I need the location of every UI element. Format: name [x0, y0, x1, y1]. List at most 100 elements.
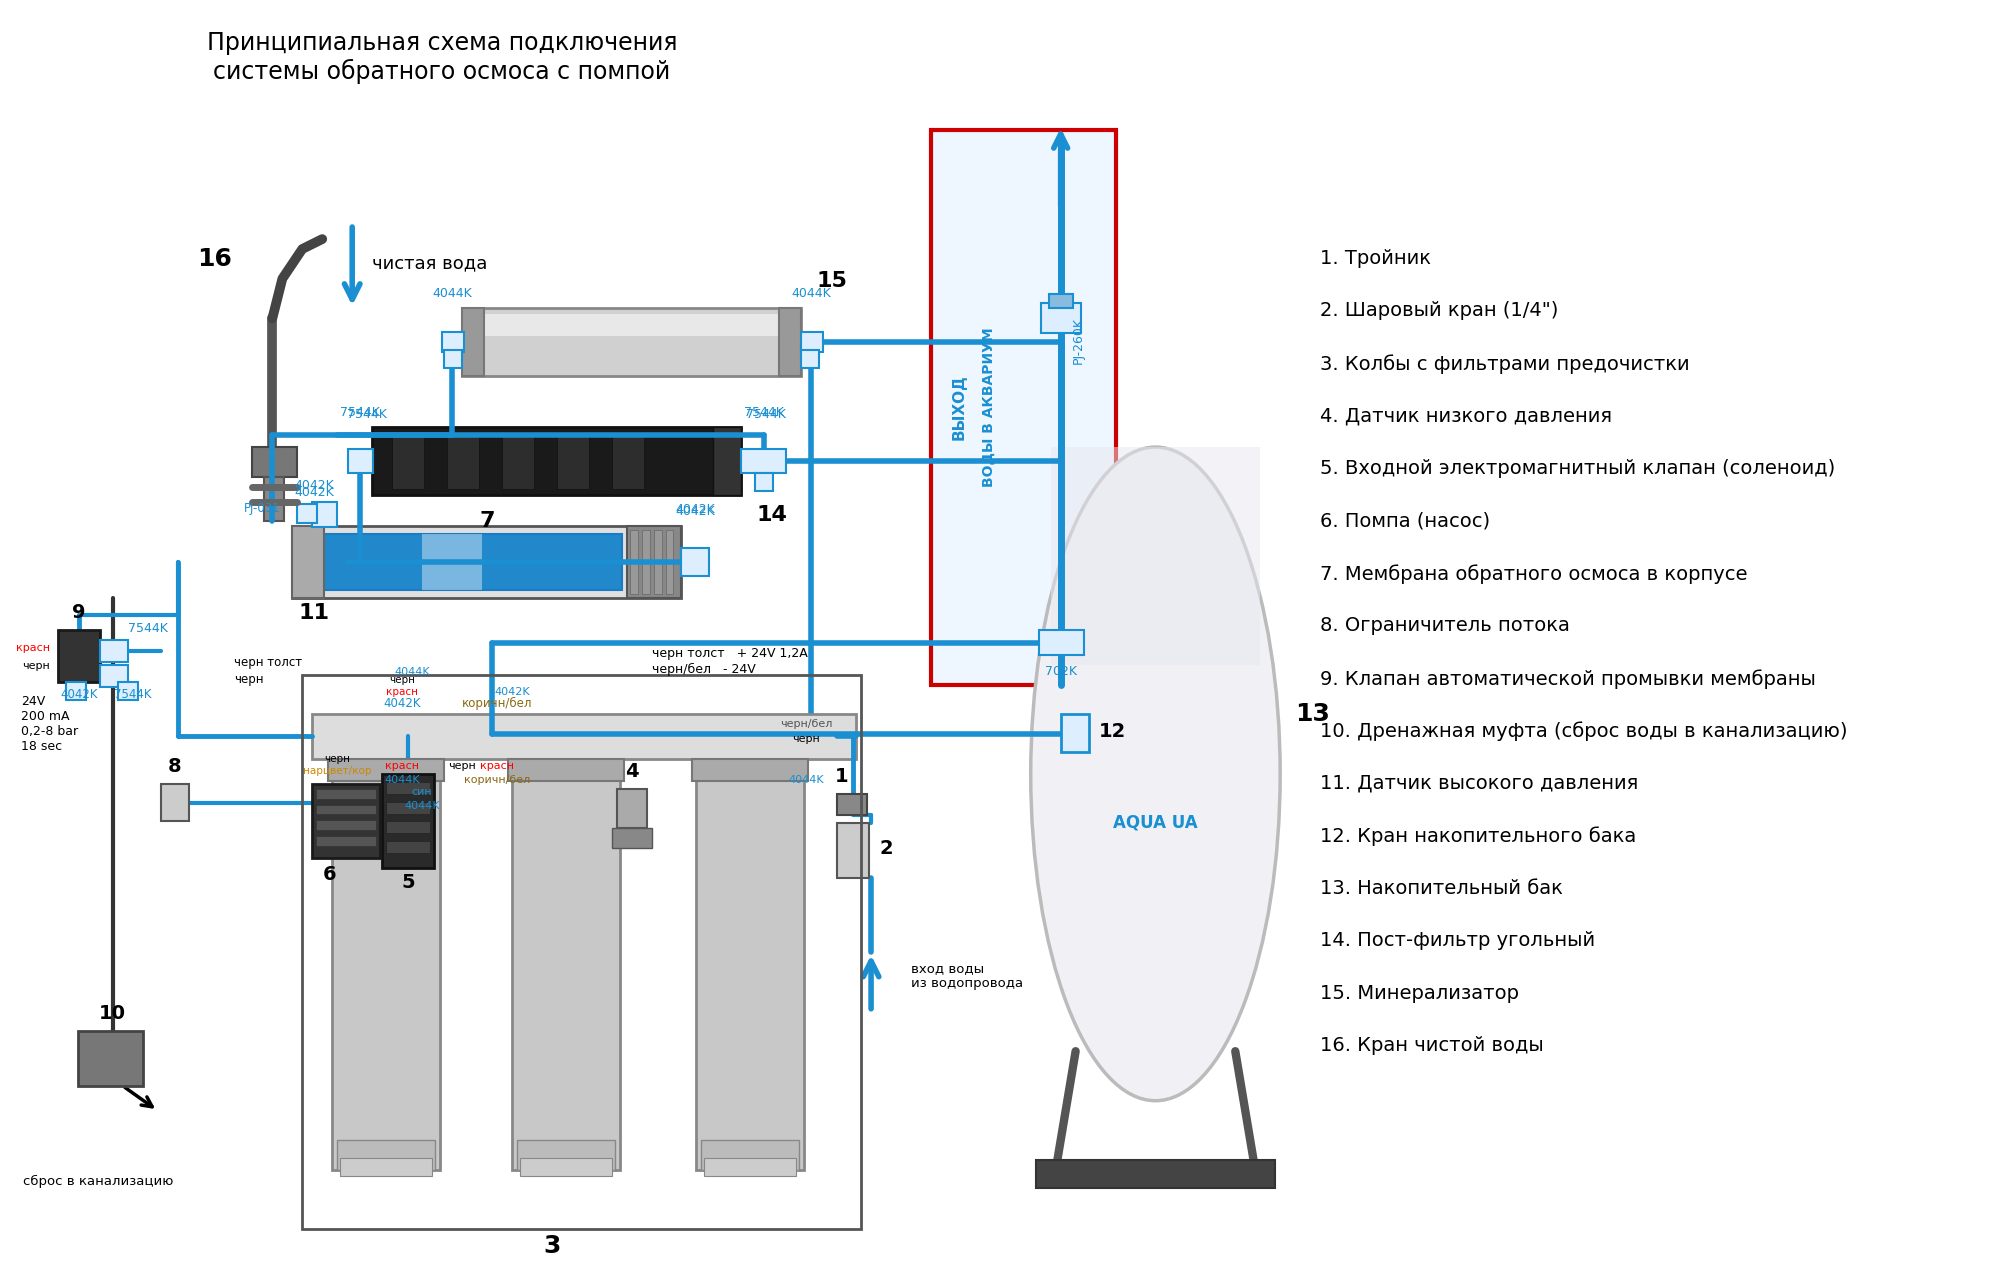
Bar	[616, 789, 646, 828]
Text: 15. Минерализатор: 15. Минерализатор	[1319, 983, 1519, 1002]
Bar	[265, 477, 285, 521]
Text: 16. Кран чистой воды: 16. Кран чистой воды	[1319, 1036, 1543, 1055]
Bar	[508, 760, 624, 781]
Bar	[118, 681, 138, 699]
Text: 7544K: 7544K	[347, 408, 387, 421]
Bar	[313, 784, 379, 858]
Text: 4044K: 4044K	[432, 287, 472, 301]
Text: 9: 9	[72, 603, 86, 622]
Bar	[442, 332, 464, 351]
Bar	[470, 315, 793, 336]
Text: 6: 6	[321, 865, 335, 884]
Bar	[1048, 293, 1072, 308]
Text: 4042K: 4042K	[383, 696, 421, 709]
Text: 2: 2	[879, 839, 893, 858]
Bar	[1050, 447, 1260, 665]
Text: 5: 5	[401, 873, 415, 892]
Text: красн: красн	[385, 761, 419, 771]
Bar	[444, 350, 462, 368]
Text: черн/бел: черн/бел	[779, 719, 833, 729]
Bar	[664, 531, 672, 594]
Text: 16: 16	[197, 246, 233, 270]
Bar	[626, 526, 680, 598]
Text: черн: черн	[22, 661, 50, 671]
Text: 7544K: 7544K	[745, 406, 785, 420]
Bar	[1038, 631, 1084, 655]
Bar	[712, 427, 741, 494]
Text: 3. Колбы с фильтрами предочистки: 3. Колбы с фильтрами предочистки	[1319, 354, 1688, 374]
Bar	[801, 332, 823, 351]
Bar	[313, 502, 337, 527]
Bar	[100, 640, 128, 662]
Bar	[1060, 714, 1088, 752]
Text: син: син	[411, 786, 432, 796]
Text: 4044K: 4044K	[393, 667, 429, 676]
Text: 4044K: 4044K	[383, 775, 419, 785]
Bar	[161, 784, 189, 822]
Bar	[331, 760, 440, 1170]
Bar	[612, 434, 642, 489]
Text: красн: красн	[385, 686, 417, 696]
Text: 4: 4	[624, 762, 638, 781]
Bar	[327, 760, 444, 781]
Text: 4. Датчик низкого давления: 4. Датчик низкого давления	[1319, 407, 1612, 426]
Bar	[680, 549, 708, 576]
Bar	[741, 449, 787, 473]
Bar	[58, 631, 100, 681]
Bar	[293, 526, 323, 598]
Text: 1: 1	[833, 767, 847, 786]
Text: черн: черн	[448, 761, 476, 771]
Bar	[642, 531, 648, 594]
Bar	[462, 308, 801, 375]
Bar	[66, 681, 86, 699]
Bar	[755, 473, 773, 490]
Bar	[337, 1140, 436, 1170]
Bar	[512, 760, 620, 1170]
Bar	[253, 447, 297, 477]
Bar	[1040, 303, 1080, 334]
Bar	[385, 822, 429, 833]
Bar	[837, 823, 869, 878]
Bar	[391, 434, 423, 489]
Text: чистая вода: чистая вода	[371, 255, 488, 273]
Text: черн: черн	[389, 675, 415, 685]
Text: сброс в канализацию: сброс в канализацию	[22, 1176, 173, 1188]
Bar	[381, 774, 434, 868]
Text: 7544K: 7544K	[747, 408, 787, 421]
Bar	[347, 449, 373, 473]
Text: черн толст: черн толст	[235, 656, 303, 670]
Text: 1. Тройник: 1. Тройник	[1319, 249, 1431, 268]
Text: 14: 14	[757, 504, 787, 525]
Bar	[313, 714, 855, 760]
Bar	[700, 1140, 799, 1170]
Text: 12: 12	[1098, 722, 1126, 741]
Bar	[297, 503, 317, 523]
Text: ВЫХОД: ВЫХОД	[951, 374, 965, 440]
Bar	[502, 434, 534, 489]
Text: черн: черн	[323, 755, 349, 763]
Text: 11: 11	[299, 603, 329, 623]
Text: черн: черн	[793, 734, 819, 744]
Text: красн: красн	[16, 643, 50, 653]
Text: 4044K: 4044K	[791, 287, 831, 301]
Text: 4042K: 4042K	[494, 686, 530, 696]
Text: 7. Мембрана обратного осмоса в корпусе: 7. Мембрана обратного осмоса в корпусе	[1319, 564, 1746, 584]
Bar	[321, 535, 622, 590]
Text: 13: 13	[1295, 703, 1329, 727]
Text: черн/бел   - 24V: черн/бел - 24V	[650, 664, 755, 676]
Text: коричн/бел: коричн/бел	[464, 775, 530, 785]
Text: 7544K: 7544K	[114, 688, 151, 700]
Bar	[931, 130, 1116, 685]
Text: 7544K: 7544K	[339, 406, 379, 420]
Text: 15: 15	[815, 270, 847, 291]
Bar	[837, 794, 867, 815]
Text: 7: 7	[480, 512, 494, 531]
Bar	[421, 535, 482, 590]
Bar	[516, 1140, 614, 1170]
Bar	[652, 531, 660, 594]
Text: 4042K: 4042K	[295, 479, 333, 492]
Ellipse shape	[729, 919, 773, 951]
Text: ВОДЫ В АКВАРИУМ: ВОДЫ В АКВАРИУМ	[981, 327, 995, 487]
Text: 10. Дренажная муфта (сброс воды в канализацию): 10. Дренажная муфта (сброс воды в канали…	[1319, 722, 1846, 741]
Bar	[630, 531, 638, 594]
